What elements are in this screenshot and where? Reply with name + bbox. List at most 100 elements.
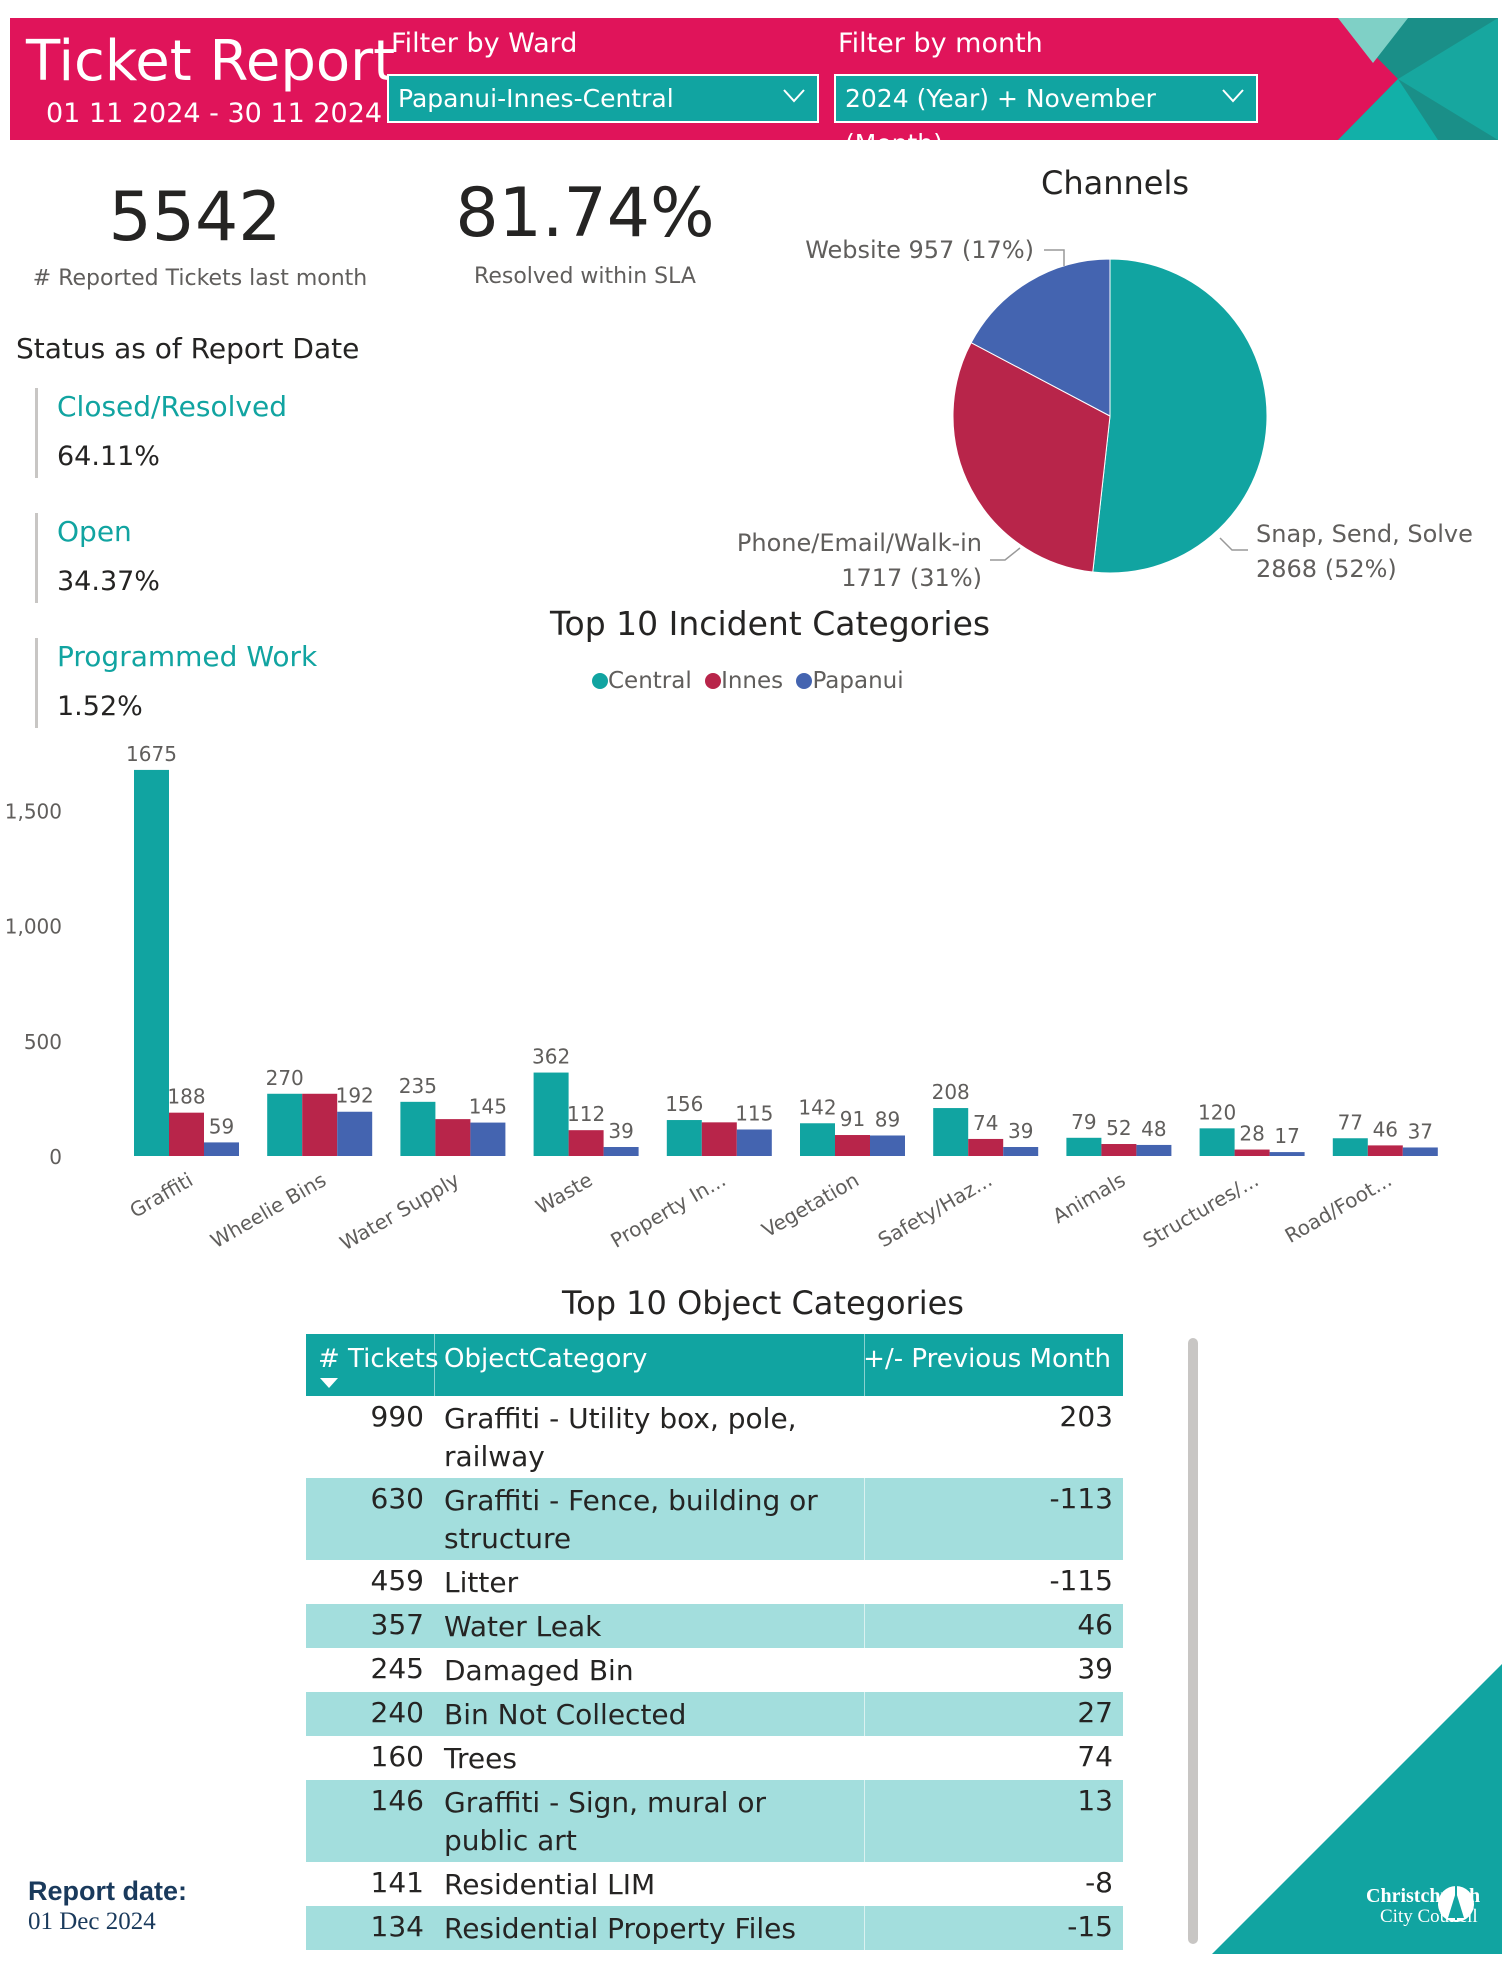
bar-central-2[interactable]	[400, 1101, 436, 1156]
table-row[interactable]: 141 Residential LIM -8	[306, 1862, 1123, 1906]
legend-central-marker	[592, 673, 608, 689]
bar-data-label: 59	[209, 1114, 234, 1138]
status-open-label: Open	[57, 515, 132, 548]
status-closed-label: Closed/Resolved	[57, 390, 287, 423]
cell-category: Residential LIM	[444, 1868, 656, 1901]
x-category-label: Safety/Haz...	[874, 1168, 996, 1253]
y-tick-label: 500	[24, 1030, 62, 1054]
table-row[interactable]: 146 Graffiti - Sign, mural or public art 1…	[306, 1780, 1123, 1862]
cell-prev-month: 27	[1077, 1696, 1113, 1729]
bar-innes-8[interactable]	[1234, 1149, 1270, 1156]
bar-papanui-3[interactable]	[603, 1147, 639, 1156]
pie-value-phone-email: 1717 (31%)	[841, 564, 982, 592]
column-divider	[864, 1648, 865, 1692]
bar-central-0[interactable]	[134, 769, 169, 1156]
table-row[interactable]: 357 Water Leak 46	[306, 1604, 1123, 1648]
bar-central-7[interactable]	[1066, 1137, 1102, 1156]
bar-papanui-8[interactable]	[1269, 1152, 1305, 1156]
table-row[interactable]: 160 Trees 74	[306, 1736, 1123, 1780]
legend-papanui: Papanui	[812, 668, 904, 694]
bar-central-1[interactable]	[267, 1093, 303, 1156]
bar-data-label: 145	[469, 1095, 507, 1119]
bar-innes-5[interactable]	[835, 1135, 870, 1156]
pie-slice-website[interactable]	[970, 258, 1111, 417]
table-row[interactable]: 630 Graffiti - Fence, building or structu…	[306, 1478, 1123, 1560]
page-title: Ticket Report	[26, 29, 396, 94]
cell-prev-month: -8	[1085, 1866, 1113, 1899]
pie-slice-phone-email-walk-in[interactable]	[952, 342, 1111, 573]
y-tick-label: 0	[49, 1145, 62, 1169]
channels-pie-chart: Snap, Send, Solve 2868 (52%) Phone/Email/W…	[737, 236, 1473, 592]
header-category[interactable]: ObjectCategory	[444, 1344, 648, 1374]
table-row[interactable]: 240 Bin Not Collected 27	[306, 1692, 1123, 1736]
bar-innes-7[interactable]	[1101, 1144, 1137, 1156]
ward-filter-dropdown[interactable]: Papanui-Innes-Central	[387, 74, 819, 123]
bar-central-8[interactable]	[1199, 1128, 1235, 1156]
pie-slice-snap-send-solve[interactable]	[1092, 258, 1268, 574]
bar-papanui-4[interactable]	[736, 1129, 772, 1156]
bar-innes-6[interactable]	[968, 1138, 1004, 1156]
table-row[interactable]: 245 Damaged Bin 39	[306, 1648, 1123, 1692]
bar-papanui-0[interactable]	[204, 1142, 239, 1156]
month-filter-dropdown[interactable]: 2024 (Year) + November (Month)	[834, 74, 1258, 140]
table-row[interactable]: 990 Graffiti - Utility box, pole, railway…	[306, 1396, 1123, 1478]
bar-data-label: 28	[1239, 1122, 1264, 1146]
bar-central-6[interactable]	[933, 1108, 969, 1156]
table-scrollbar[interactable]	[1188, 1338, 1198, 1944]
bar-papanui-1[interactable]	[337, 1111, 373, 1156]
object-categories-table: # Tickets ObjectCategory +/- Previous Mo…	[306, 1334, 1123, 1950]
cell-prev-month: 46	[1077, 1608, 1113, 1641]
bar-data-label: 1675	[126, 742, 177, 766]
bar-central-5[interactable]	[800, 1123, 835, 1156]
bar-innes-3[interactable]	[568, 1130, 604, 1156]
cell-category: Bin Not Collected	[444, 1698, 687, 1731]
sla-label: Resolved within SLA	[474, 264, 696, 289]
status-closed-value: 64.11%	[57, 441, 160, 472]
bar-papanui-6[interactable]	[1003, 1147, 1039, 1156]
cell-prev-month: 13	[1077, 1784, 1113, 1817]
cell-category: Graffiti - Fence, building or structure	[444, 1484, 818, 1555]
report-date-value: 01 Dec 2024	[28, 1908, 156, 1935]
table-row[interactable]: 459 Litter -115	[306, 1560, 1123, 1604]
column-divider	[864, 1906, 865, 1950]
bar-innes-1[interactable]	[302, 1093, 338, 1156]
bar-central-4[interactable]	[666, 1120, 702, 1156]
cell-tickets: 146	[370, 1784, 424, 1817]
bar-data-label: 17	[1274, 1124, 1299, 1148]
cell-prev-month: 74	[1077, 1740, 1113, 1773]
bar-papanui-9[interactable]	[1402, 1147, 1438, 1156]
cell-prev-month: -115	[1049, 1564, 1113, 1597]
bar-papanui-2[interactable]	[470, 1122, 506, 1156]
bar-papanui-5[interactable]	[870, 1135, 905, 1156]
bar-innes-4[interactable]	[701, 1122, 737, 1156]
bar-data-label: 91	[840, 1107, 865, 1131]
bar-data-label: 188	[167, 1085, 205, 1109]
bar-papanui-7[interactable]	[1136, 1144, 1172, 1156]
ward-filter-label: Filter by Ward	[391, 28, 578, 59]
status-divider	[35, 513, 38, 603]
cell-tickets: 630	[370, 1482, 424, 1515]
bar-innes-0[interactable]	[169, 1112, 204, 1156]
bar-data-label: 156	[665, 1092, 703, 1116]
y-tick-label: 1,500	[5, 799, 62, 823]
pie-leader-line	[1044, 249, 1065, 266]
council-logo: Christchurch City Council	[1212, 1664, 1502, 1954]
bar-data-label: 48	[1141, 1117, 1166, 1141]
bar-data-label: 192	[336, 1084, 374, 1108]
bar-innes-9[interactable]	[1367, 1145, 1403, 1156]
status-programmed-value: 1.52%	[57, 691, 143, 722]
cell-tickets: 134	[370, 1910, 424, 1943]
cell-tickets: 240	[370, 1696, 424, 1729]
status-open-value: 34.37%	[57, 566, 160, 597]
sort-descending-icon[interactable]	[320, 1378, 338, 1388]
table-row[interactable]: 134 Residential Property Files -15	[306, 1906, 1123, 1950]
bar-central-9[interactable]	[1332, 1138, 1368, 1156]
bar-innes-2[interactable]	[435, 1119, 471, 1156]
header-divider	[864, 1334, 865, 1396]
cell-prev-month: -113	[1049, 1482, 1113, 1515]
legend-innes: Innes	[721, 668, 784, 694]
header-tickets[interactable]: # Tickets	[318, 1344, 439, 1374]
header-prev-month[interactable]: +/- Previous Month	[863, 1344, 1111, 1374]
bar-central-3[interactable]	[533, 1072, 569, 1156]
